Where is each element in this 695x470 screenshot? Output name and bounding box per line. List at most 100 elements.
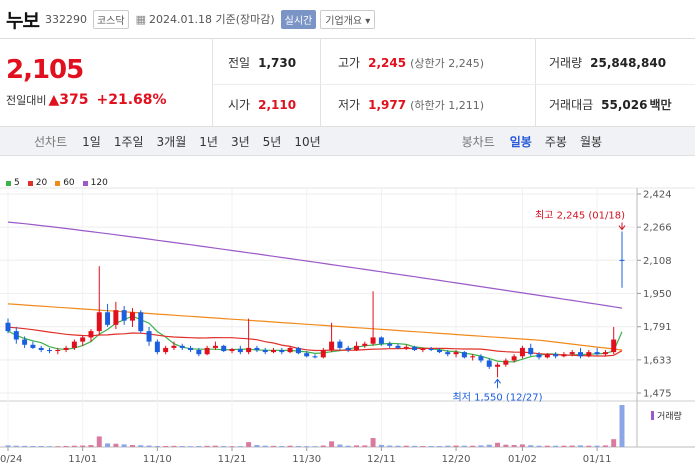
volume-bar	[304, 446, 310, 447]
candle	[362, 343, 368, 346]
divider	[320, 38, 321, 146]
volume-bar	[171, 445, 177, 447]
candle	[453, 352, 459, 355]
volume-bar	[420, 446, 426, 447]
legend-item: 60	[55, 178, 75, 188]
candle	[105, 312, 111, 325]
candle	[461, 352, 467, 358]
candle	[594, 352, 600, 355]
y-tick-label: 1,950	[643, 289, 672, 300]
candle	[229, 348, 235, 352]
volume: 거래량 25,848,840	[549, 56, 667, 70]
candle	[495, 364, 501, 367]
volume-bar	[88, 445, 94, 447]
volume-bar	[329, 441, 335, 447]
calendar-icon: ▦	[135, 12, 146, 26]
tab-daily[interactable]: 일봉	[509, 134, 532, 149]
change-amount: 375	[59, 92, 89, 108]
candle	[129, 312, 135, 321]
volume-bar	[146, 445, 152, 447]
candle	[212, 345, 218, 348]
volume-bar	[387, 445, 393, 447]
x-tick-label: 12/20	[442, 454, 471, 465]
volume-bar	[611, 439, 617, 447]
tab-monthly[interactable]: 월봉	[579, 134, 603, 149]
volume-bar	[55, 446, 61, 447]
low-arrow-icon	[494, 378, 501, 389]
volume-bar	[578, 445, 584, 447]
price-change: 전일대비 ▲ 375 +21.68%	[6, 92, 167, 108]
candle	[196, 350, 202, 355]
high-arrow-icon	[618, 222, 626, 231]
change-percent: +21.68%	[96, 92, 167, 108]
candle	[204, 347, 210, 355]
tab-5y[interactable]: 5년	[262, 134, 282, 149]
current-price: 2,105	[6, 55, 84, 85]
volume-bar	[279, 446, 285, 447]
candle	[146, 331, 152, 342]
company-info-dropdown[interactable]: 기업개요 ▾	[320, 9, 376, 29]
volume-bar	[370, 438, 376, 447]
candle	[619, 259, 625, 261]
y-tick-label: 1,791	[643, 322, 672, 333]
divider	[212, 38, 213, 146]
volume-bar	[353, 445, 359, 447]
volume-bar	[378, 444, 384, 447]
tab-weekly[interactable]: 주봉	[544, 134, 567, 149]
candle	[22, 339, 28, 345]
divider	[212, 84, 695, 85]
y-tick-label: 2,424	[643, 190, 672, 201]
line-chart-label: 선차트	[34, 134, 68, 149]
y-tick-label: 2,266	[643, 223, 672, 234]
low-price: 저가 1,977 (하한가 1,211)	[338, 98, 484, 112]
tab-1d[interactable]: 1일	[82, 134, 101, 149]
candle	[519, 347, 525, 357]
candle	[38, 347, 44, 351]
volume-bar	[38, 446, 44, 447]
volume-bar	[196, 446, 202, 447]
candle	[246, 347, 252, 353]
candle	[262, 350, 268, 353]
candle	[163, 347, 169, 353]
volume-bar	[96, 436, 102, 447]
candle	[55, 350, 61, 352]
divider	[0, 38, 695, 39]
volume-bar	[179, 446, 185, 447]
volume-bar	[486, 444, 492, 447]
candle	[179, 345, 185, 348]
candle	[329, 341, 335, 351]
candle	[271, 350, 277, 353]
volume-bar	[519, 444, 525, 447]
candle	[569, 352, 575, 355]
candle	[436, 350, 442, 353]
candle	[304, 353, 310, 357]
tab-1w[interactable]: 1주일	[113, 134, 144, 149]
volume-bar	[511, 445, 517, 447]
volume-bar	[445, 445, 451, 447]
high-annotation: 최고 2,245 (01/18)	[535, 210, 625, 222]
tab-1y[interactable]: 1년	[199, 134, 218, 149]
divider	[535, 38, 536, 146]
volume-bar	[461, 445, 467, 447]
tab-10y[interactable]: 10년	[294, 134, 321, 149]
candle	[420, 348, 426, 351]
volume-bar	[478, 445, 484, 447]
candle	[312, 356, 318, 358]
candle	[544, 354, 550, 358]
candle	[602, 352, 608, 355]
volume-bar	[528, 445, 534, 447]
candle	[428, 348, 434, 351]
volume-bar	[428, 446, 434, 447]
tab-3y[interactable]: 3년	[230, 134, 250, 149]
volume-bar	[345, 445, 351, 447]
volume-bar	[163, 446, 169, 447]
realtime-button[interactable]: 실시간	[280, 9, 317, 29]
candle	[387, 343, 393, 346]
ma5-line	[7, 315, 623, 363]
tab-3m[interactable]: 3개월	[156, 134, 187, 149]
volume-bar	[246, 442, 252, 447]
stock-code: 332290	[44, 12, 87, 26]
volume-bar	[312, 446, 318, 447]
volume-bar	[412, 445, 418, 447]
